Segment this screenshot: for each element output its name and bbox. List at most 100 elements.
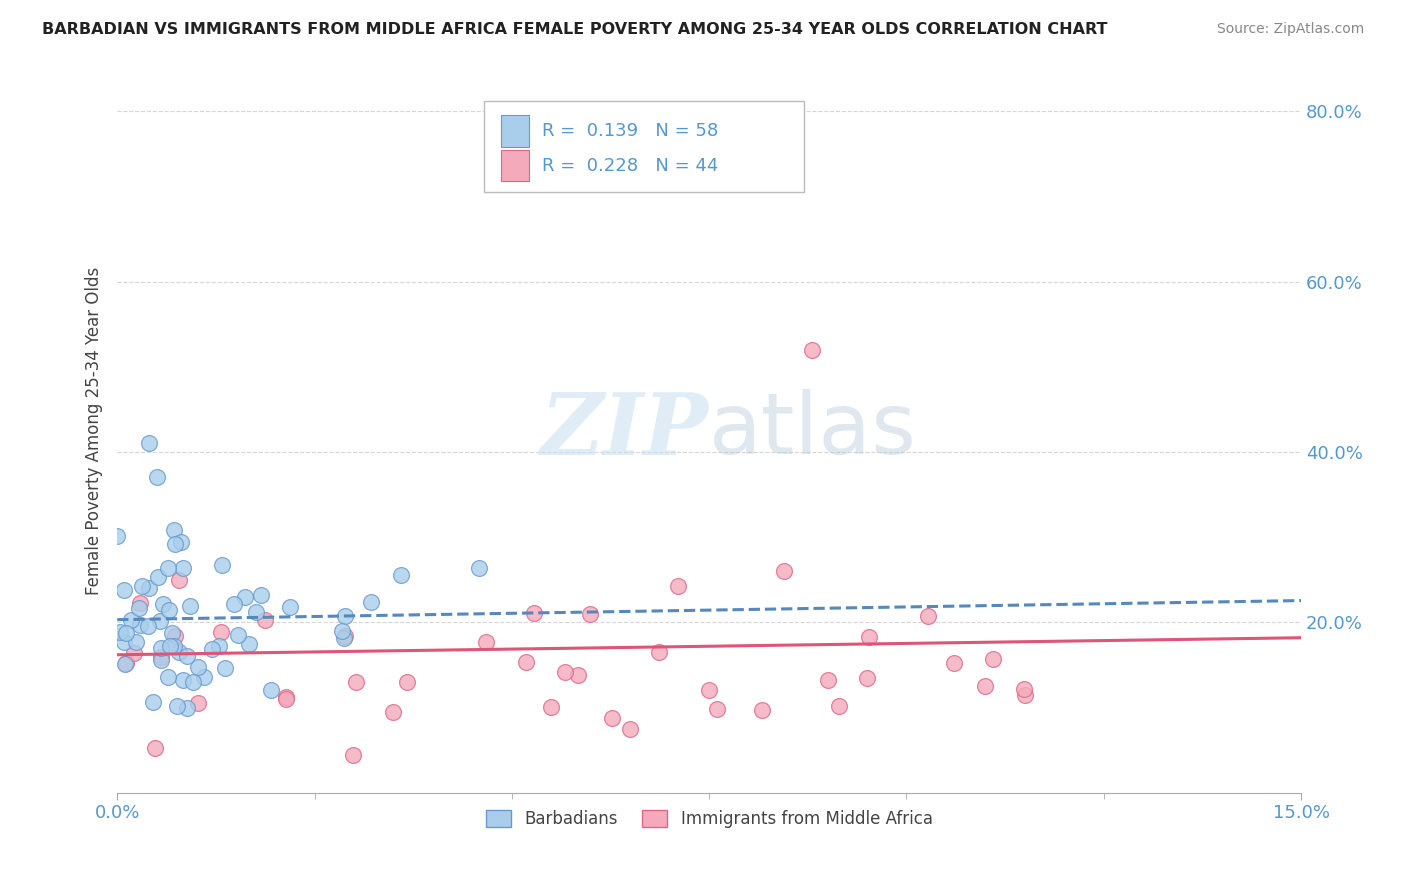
Point bbox=[122, 646, 145, 660]
Point bbox=[260, 682, 283, 697]
Point bbox=[138, 581, 160, 595]
Point bbox=[751, 703, 773, 717]
Legend: Barbadians, Immigrants from Middle Africa: Barbadians, Immigrants from Middle Afric… bbox=[479, 804, 939, 835]
Point bbox=[274, 692, 297, 706]
Point bbox=[238, 637, 260, 651]
Point bbox=[540, 163, 562, 178]
Text: BARBADIAN VS IMMIGRANTS FROM MIDDLE AFRICA FEMALE POVERTY AMONG 25-34 YEAR OLDS : BARBADIAN VS IMMIGRANTS FROM MIDDLE AFRI… bbox=[42, 22, 1108, 37]
Point bbox=[129, 617, 152, 632]
Point bbox=[156, 560, 179, 574]
Point bbox=[1014, 688, 1036, 702]
Point bbox=[254, 613, 277, 627]
Point bbox=[856, 671, 879, 685]
Point bbox=[943, 656, 966, 670]
Point bbox=[112, 583, 135, 598]
FancyBboxPatch shape bbox=[501, 115, 529, 146]
Point bbox=[193, 670, 215, 684]
FancyBboxPatch shape bbox=[484, 101, 804, 192]
Point bbox=[382, 705, 405, 719]
Point bbox=[181, 674, 204, 689]
Point bbox=[858, 630, 880, 644]
Point bbox=[330, 624, 353, 638]
Point bbox=[578, 607, 600, 621]
Point bbox=[706, 702, 728, 716]
Point bbox=[209, 625, 232, 640]
Point bbox=[156, 670, 179, 684]
Point bbox=[333, 631, 356, 645]
Point bbox=[772, 564, 794, 578]
Point bbox=[187, 659, 209, 673]
Point bbox=[249, 589, 271, 603]
Point bbox=[165, 537, 187, 551]
Point bbox=[697, 683, 720, 698]
Point bbox=[108, 625, 131, 640]
Point bbox=[157, 602, 180, 616]
Point bbox=[163, 523, 186, 537]
Point bbox=[983, 652, 1005, 666]
Text: R =  0.228   N = 44: R = 0.228 N = 44 bbox=[543, 157, 718, 175]
Point bbox=[170, 535, 193, 549]
Point bbox=[149, 649, 172, 664]
Point bbox=[160, 626, 183, 640]
Point bbox=[145, 470, 167, 484]
Point bbox=[136, 619, 159, 633]
Point bbox=[176, 700, 198, 714]
Point bbox=[828, 698, 851, 713]
Point bbox=[179, 599, 201, 613]
Point bbox=[666, 579, 689, 593]
Point bbox=[389, 568, 412, 582]
Point bbox=[166, 699, 188, 714]
Text: ZIP: ZIP bbox=[541, 389, 709, 473]
Point bbox=[475, 635, 498, 649]
Point bbox=[817, 673, 839, 688]
Point bbox=[201, 641, 224, 656]
Point bbox=[233, 591, 256, 605]
Point bbox=[800, 343, 823, 357]
Point bbox=[214, 661, 236, 675]
Point bbox=[540, 700, 562, 714]
Point bbox=[105, 529, 128, 543]
Point bbox=[567, 668, 589, 682]
Text: R =  0.139   N = 58: R = 0.139 N = 58 bbox=[543, 122, 718, 140]
Point bbox=[150, 653, 173, 667]
Point bbox=[467, 561, 489, 575]
Point bbox=[114, 657, 136, 672]
Point bbox=[159, 640, 181, 654]
Point bbox=[333, 608, 356, 623]
Point bbox=[163, 639, 186, 653]
Point bbox=[333, 629, 356, 643]
Point bbox=[112, 635, 135, 649]
Y-axis label: Female Poverty Among 25-34 Year Olds: Female Poverty Among 25-34 Year Olds bbox=[86, 267, 103, 595]
Point bbox=[149, 614, 172, 628]
FancyBboxPatch shape bbox=[501, 150, 529, 181]
Point bbox=[143, 741, 166, 756]
Point bbox=[163, 629, 186, 643]
Point bbox=[917, 608, 939, 623]
Point bbox=[169, 573, 191, 587]
Point bbox=[125, 634, 148, 648]
Point bbox=[395, 675, 418, 690]
Text: atlas: atlas bbox=[709, 389, 917, 472]
Point bbox=[211, 558, 233, 573]
Point bbox=[226, 627, 249, 641]
Point bbox=[278, 599, 301, 614]
Point bbox=[176, 648, 198, 663]
Point bbox=[344, 675, 367, 690]
Point bbox=[360, 595, 382, 609]
Point bbox=[150, 641, 173, 656]
Point bbox=[619, 722, 641, 736]
Point bbox=[515, 655, 537, 669]
Point bbox=[1014, 681, 1036, 696]
Point bbox=[114, 656, 136, 670]
Point bbox=[148, 570, 170, 584]
Point bbox=[138, 436, 160, 450]
Point bbox=[131, 579, 153, 593]
Point bbox=[115, 626, 138, 640]
Point bbox=[128, 600, 150, 615]
Point bbox=[187, 696, 209, 710]
Point bbox=[224, 598, 246, 612]
Point bbox=[342, 748, 364, 763]
Point bbox=[142, 695, 165, 709]
Text: Source: ZipAtlas.com: Source: ZipAtlas.com bbox=[1216, 22, 1364, 37]
Point bbox=[172, 560, 194, 574]
